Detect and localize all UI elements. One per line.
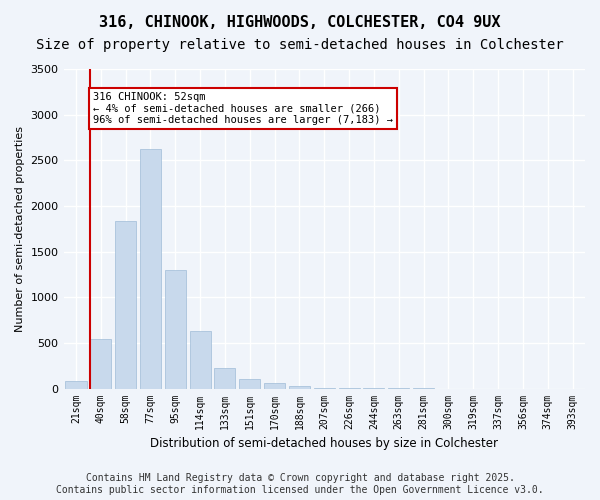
Y-axis label: Number of semi-detached properties: Number of semi-detached properties <box>15 126 25 332</box>
Text: Size of property relative to semi-detached houses in Colchester: Size of property relative to semi-detach… <box>36 38 564 52</box>
Text: Contains HM Land Registry data © Crown copyright and database right 2025.
Contai: Contains HM Land Registry data © Crown c… <box>56 474 544 495</box>
Bar <box>140 150 161 388</box>
Bar <box>90 340 112 388</box>
Bar <box>115 220 136 388</box>
Bar <box>65 382 86 388</box>
Bar <box>190 331 211 388</box>
Bar <box>165 270 186 388</box>
Bar <box>214 368 235 388</box>
Bar <box>289 386 310 388</box>
X-axis label: Distribution of semi-detached houses by size in Colchester: Distribution of semi-detached houses by … <box>150 437 498 450</box>
Bar <box>239 378 260 388</box>
Text: 316 CHINOOK: 52sqm
← 4% of semi-detached houses are smaller (266)
96% of semi-de: 316 CHINOOK: 52sqm ← 4% of semi-detached… <box>93 92 393 125</box>
Bar <box>264 383 285 388</box>
Text: 316, CHINOOK, HIGHWOODS, COLCHESTER, CO4 9UX: 316, CHINOOK, HIGHWOODS, COLCHESTER, CO4… <box>99 15 501 30</box>
